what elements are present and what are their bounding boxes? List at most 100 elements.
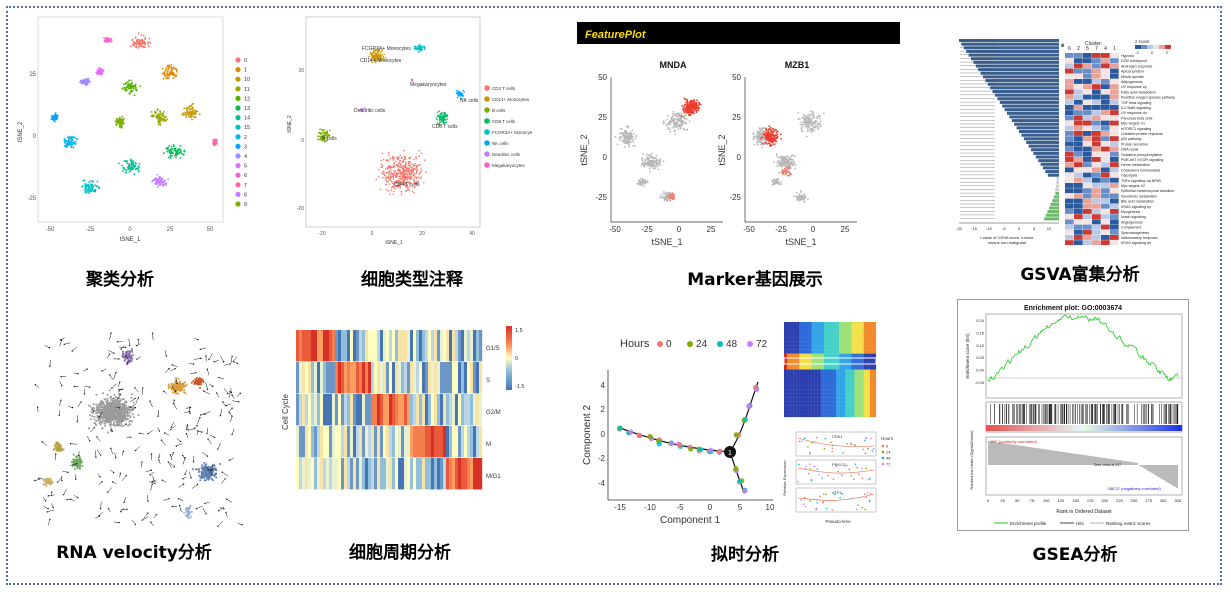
x-tick: -15 bbox=[971, 226, 978, 231]
row-label: Androgen response bbox=[1121, 64, 1152, 68]
y-tick: 20 bbox=[298, 68, 304, 74]
legend-label: 48 bbox=[726, 339, 738, 350]
mini-title: PRKCQ bbox=[832, 462, 846, 467]
cluster-label: Dendritic cells bbox=[354, 108, 386, 114]
legend-label: 11 bbox=[244, 87, 250, 93]
row-label: Bile acid metabolism bbox=[1121, 200, 1154, 204]
legend-label: 9 bbox=[244, 202, 247, 208]
pseudotime-panel: Hours 0 24 48 72 4 2 0 -2 -4 -15 -10 -5 0 5… bbox=[578, 320, 908, 530]
dotted-frame bbox=[6, 6, 1222, 585]
y-tick: 0.00 bbox=[976, 368, 985, 373]
legend-label: Dendritic cells bbox=[492, 152, 521, 157]
legend-item: Enrichment profile bbox=[1010, 521, 1047, 526]
scale-label: 0 bbox=[515, 356, 518, 362]
x-tick: -5 bbox=[1002, 226, 1006, 231]
x-tick: 50 bbox=[207, 227, 214, 233]
y-tick: -25 bbox=[27, 196, 36, 202]
y-tick: -0.05 bbox=[975, 380, 985, 385]
x-tick: -25 bbox=[641, 225, 653, 234]
row-label: Unfolded protein response bbox=[1121, 132, 1163, 136]
row-label: Apical junction bbox=[1121, 70, 1144, 74]
x-tick: 275 bbox=[1145, 498, 1152, 503]
x-tick: 175 bbox=[1087, 498, 1094, 503]
row-label: Fatty acid metabolism bbox=[1121, 90, 1156, 94]
legend-label: 14 bbox=[244, 116, 250, 122]
y-tick: 25 bbox=[29, 72, 36, 78]
row-label: Adipogenesis bbox=[1121, 80, 1143, 84]
legend-label: 15 bbox=[244, 125, 250, 131]
cluster-label: NK cells bbox=[460, 98, 479, 104]
row-label: Myc targets V2 bbox=[1121, 184, 1145, 188]
x-tick: 20 bbox=[419, 231, 425, 237]
cluster-id: 5 bbox=[1086, 46, 1089, 52]
x-axis-label: tSNE_1 bbox=[385, 240, 402, 246]
mzb1-plot bbox=[752, 110, 825, 203]
x-tick: 50 bbox=[1015, 498, 1020, 503]
legend-title: Hours bbox=[620, 338, 650, 350]
cluster-label: CD14+ Monocytes bbox=[360, 58, 402, 64]
cluster-title: Cluster: bbox=[1085, 41, 1102, 47]
x-tick: -50 bbox=[609, 225, 621, 234]
row-label: Reactive oxygen species pathway bbox=[1121, 96, 1175, 100]
x-tick: -15 bbox=[614, 503, 626, 512]
mini-title: CDK1 bbox=[832, 434, 843, 439]
clustering-tsne-plot: 25 0 -25 -50 -25 0 25 50 tSNE_1 tSNE_2 0… bbox=[10, 12, 258, 255]
y-axis-label: tSNE_2 bbox=[287, 115, 293, 132]
x-tick: -20 bbox=[318, 231, 325, 237]
legend-item: Hits bbox=[1076, 521, 1084, 526]
cluster-id: 4 bbox=[1104, 46, 1107, 52]
scale-label: 1.5 bbox=[515, 328, 523, 334]
gsva-bar-chart bbox=[959, 39, 1059, 221]
y-axis-label: tSNE_2 bbox=[717, 134, 727, 165]
legend-item: Ranking metric scores bbox=[1106, 521, 1151, 526]
x-tick: 0 bbox=[987, 498, 990, 503]
featureplot-panel: FeaturePlot MNDA MZB1 50 25 0 -25 50 25 … bbox=[575, 22, 900, 252]
x-tick: 25 bbox=[167, 227, 174, 233]
x-tick: -50 bbox=[743, 225, 755, 234]
row-label: Complement bbox=[1121, 226, 1141, 230]
cluster-label: CD4 T cells bbox=[394, 182, 420, 188]
x-tick: 0 bbox=[811, 225, 816, 234]
mini-legend-label: 0 bbox=[886, 444, 889, 449]
x-axis-label: Component 1 bbox=[660, 515, 720, 526]
caption-gsea: GSEA分析 bbox=[1032, 545, 1118, 565]
z-tick: 2 bbox=[1166, 50, 1169, 55]
row-label: KRAS signaling up bbox=[1121, 205, 1151, 209]
row-label: Protein secretion bbox=[1121, 142, 1148, 146]
legend-label: 8 bbox=[244, 192, 247, 198]
caption-pseudotime: 拟时分析 bbox=[711, 545, 779, 565]
x-axis-label: Rank in Ordered Dataset bbox=[1056, 509, 1112, 515]
x-tick: -5 bbox=[676, 503, 684, 512]
gene-title: MZB1 bbox=[785, 60, 810, 70]
x-tick: 250 bbox=[1131, 498, 1138, 503]
phase-label: G1/S bbox=[486, 346, 500, 352]
x-tick: 0 bbox=[708, 503, 713, 512]
row-label: IL2 Stat5 signaling bbox=[1121, 106, 1151, 110]
x-tick: 10 bbox=[1047, 226, 1052, 231]
y-axis-label: tSNE_2 bbox=[18, 121, 24, 142]
z-tick: 0 bbox=[1151, 50, 1154, 55]
legend-label: 4 bbox=[244, 154, 247, 160]
legend-label: CD4 T cells bbox=[492, 86, 516, 91]
row-label: PI3K AKT mTOR signaling bbox=[1121, 158, 1163, 162]
neg-label: 'ABCD' (negatively correlated) bbox=[1107, 486, 1161, 491]
cluster-label: B cells bbox=[322, 136, 337, 142]
pseudotime-heatmap bbox=[783, 322, 877, 418]
row-label: Xenobiotic metabolism bbox=[1121, 194, 1157, 198]
cluster-id: 7 bbox=[1095, 46, 1098, 52]
row-label: UV response dn bbox=[1121, 111, 1147, 115]
caption-clustering: 聚类分析 bbox=[86, 270, 154, 290]
mini-title: ATF3 bbox=[832, 490, 842, 495]
panel-letter: e bbox=[1061, 43, 1065, 49]
x-axis-label: t value of GSVA score, tumour bbox=[980, 235, 1034, 240]
x-tick: 0 bbox=[128, 227, 132, 233]
y-tick: 0 bbox=[601, 430, 606, 439]
y-tick: 0 bbox=[737, 153, 742, 162]
cluster-label: CD8 T cells bbox=[432, 124, 458, 130]
row-label: Mitotic spindle bbox=[1121, 75, 1144, 79]
y-axis-label: Component 2 bbox=[582, 405, 593, 465]
celltype-legend: CD4 T cells CD14+ Monocytes B cells CD8 T c… bbox=[484, 85, 532, 168]
caption-velocity: RNA velocity分析 bbox=[56, 543, 212, 563]
y-tick: 0.15 bbox=[976, 330, 985, 335]
y-tick: 0.05 bbox=[976, 355, 985, 360]
